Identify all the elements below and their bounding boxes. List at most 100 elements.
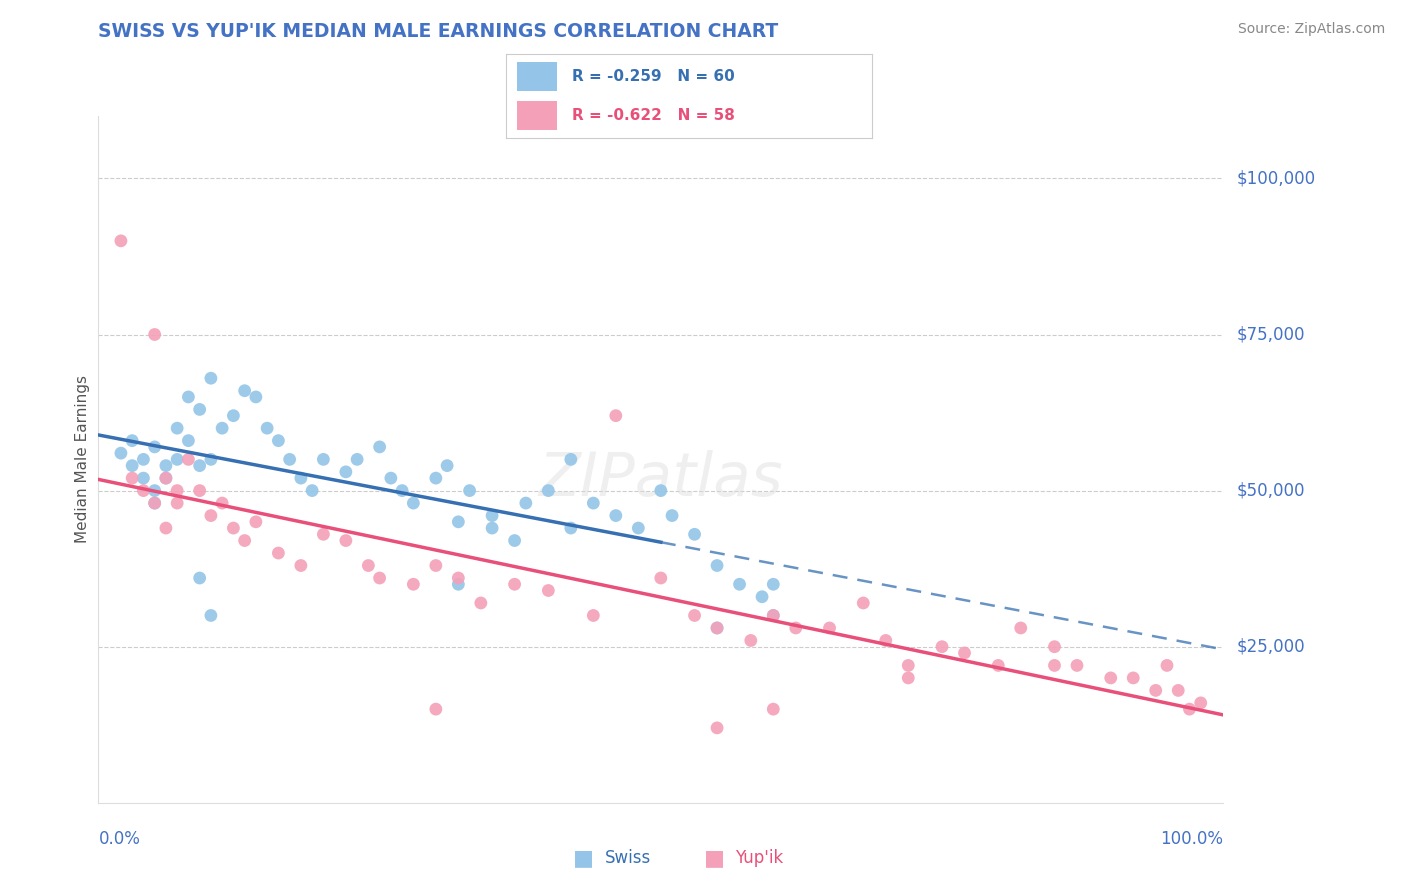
Point xyxy=(200,452,222,467)
Point xyxy=(380,471,402,485)
Point xyxy=(155,521,177,535)
Point xyxy=(177,434,200,448)
Point xyxy=(155,471,177,485)
Point xyxy=(143,440,166,454)
Point xyxy=(425,471,447,485)
Point xyxy=(627,521,650,535)
Point xyxy=(143,327,166,342)
Bar xyxy=(517,101,557,130)
Point xyxy=(661,508,683,523)
Point xyxy=(751,590,773,604)
Point xyxy=(762,608,785,623)
Text: ■: ■ xyxy=(704,848,724,868)
Point xyxy=(155,458,177,473)
Text: R = -0.259   N = 60: R = -0.259 N = 60 xyxy=(572,69,735,84)
Point xyxy=(368,440,391,454)
Point xyxy=(211,496,233,510)
Point xyxy=(1144,683,1167,698)
Point xyxy=(143,496,166,510)
Point xyxy=(211,421,233,435)
Text: $75,000: $75,000 xyxy=(1237,326,1306,343)
Point xyxy=(200,371,222,385)
Point xyxy=(346,452,368,467)
Point xyxy=(683,608,706,623)
Point xyxy=(481,508,503,523)
Point xyxy=(110,234,132,248)
Point xyxy=(121,434,143,448)
Point xyxy=(650,483,672,498)
Point xyxy=(188,483,211,498)
Point xyxy=(222,409,245,423)
Text: $100,000: $100,000 xyxy=(1237,169,1316,187)
Text: Source: ZipAtlas.com: Source: ZipAtlas.com xyxy=(1237,22,1385,37)
Point xyxy=(560,452,582,467)
Text: Yup'ik: Yup'ik xyxy=(735,849,783,867)
Point xyxy=(200,508,222,523)
Point xyxy=(132,483,155,498)
Point xyxy=(650,571,672,585)
Point xyxy=(267,434,290,448)
Point xyxy=(166,483,188,498)
Point xyxy=(177,390,200,404)
Point xyxy=(357,558,380,573)
Point xyxy=(582,608,605,623)
Text: R = -0.622   N = 58: R = -0.622 N = 58 xyxy=(572,108,735,123)
Text: $25,000: $25,000 xyxy=(1237,638,1306,656)
Point xyxy=(436,458,458,473)
Point xyxy=(121,471,143,485)
Point xyxy=(143,496,166,510)
Point xyxy=(470,596,492,610)
Point xyxy=(166,496,188,510)
Point xyxy=(290,558,312,573)
Point xyxy=(245,390,267,404)
Point xyxy=(852,596,875,610)
Point xyxy=(458,483,481,498)
Point xyxy=(391,483,413,498)
Point xyxy=(256,421,278,435)
Point xyxy=(166,452,188,467)
Point xyxy=(762,577,785,591)
Point xyxy=(447,577,470,591)
Point xyxy=(762,702,785,716)
Point xyxy=(706,621,728,635)
Point xyxy=(312,527,335,541)
Point xyxy=(706,721,728,735)
Point xyxy=(1010,621,1032,635)
Text: Swiss: Swiss xyxy=(605,849,651,867)
Point xyxy=(728,577,751,591)
Point xyxy=(110,446,132,460)
Point xyxy=(605,508,627,523)
Point xyxy=(425,702,447,716)
Point xyxy=(166,421,188,435)
Text: ZIPatlas: ZIPatlas xyxy=(538,450,783,509)
Point xyxy=(897,671,920,685)
Point xyxy=(931,640,953,654)
Point xyxy=(290,471,312,485)
Text: ■: ■ xyxy=(574,848,593,868)
Point xyxy=(762,608,785,623)
Point xyxy=(188,571,211,585)
Text: 0.0%: 0.0% xyxy=(98,830,141,848)
Point xyxy=(402,496,425,510)
Point xyxy=(368,571,391,585)
Point xyxy=(1099,671,1122,685)
Point xyxy=(683,527,706,541)
Text: SWISS VS YUP'IK MEDIAN MALE EARNINGS CORRELATION CHART: SWISS VS YUP'IK MEDIAN MALE EARNINGS COR… xyxy=(98,22,779,41)
Point xyxy=(335,533,357,548)
Point xyxy=(503,577,526,591)
Point xyxy=(1043,640,1066,654)
Point xyxy=(335,465,357,479)
Point xyxy=(447,571,470,585)
Point xyxy=(953,646,976,660)
Point xyxy=(515,496,537,510)
Point xyxy=(233,384,256,398)
Point xyxy=(875,633,897,648)
Y-axis label: Median Male Earnings: Median Male Earnings xyxy=(75,376,90,543)
Point xyxy=(301,483,323,498)
Point xyxy=(267,546,290,560)
Point xyxy=(1156,658,1178,673)
Point xyxy=(188,458,211,473)
Point xyxy=(278,452,301,467)
Point xyxy=(818,621,841,635)
Point xyxy=(447,515,470,529)
